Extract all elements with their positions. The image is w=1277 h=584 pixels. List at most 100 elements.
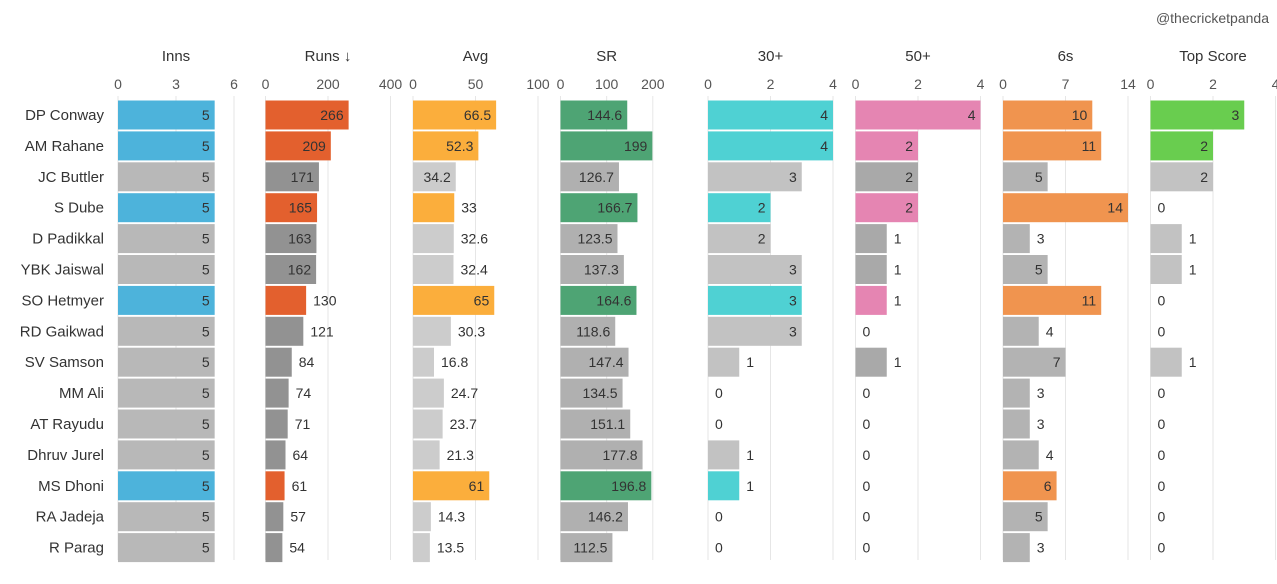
data-label: 0	[715, 416, 723, 432]
bar	[1003, 285, 1102, 315]
player-label: RA Jadeja	[36, 509, 105, 526]
panel-title: Runs ↓	[305, 48, 352, 65]
data-label: 1	[746, 478, 754, 494]
data-label: 121	[310, 323, 334, 339]
data-label: 171	[291, 169, 315, 185]
data-label: 163	[288, 231, 312, 247]
tick-label: 50	[468, 76, 484, 92]
data-label: 4	[968, 107, 976, 123]
bar	[1150, 224, 1182, 254]
player-label: RD Gaikwad	[20, 323, 104, 340]
bar	[1003, 471, 1057, 501]
player-label: DP Conway	[25, 107, 104, 124]
bar	[1003, 162, 1048, 192]
bar	[413, 193, 455, 223]
bar	[265, 316, 304, 346]
data-label: 21.3	[447, 447, 474, 463]
data-label: 32.4	[461, 262, 488, 278]
data-label: 0	[1158, 447, 1166, 463]
player-label: MS Dhoni	[38, 478, 104, 495]
data-label: 0	[1158, 478, 1166, 494]
player-label: Dhruv Jurel	[27, 447, 104, 464]
data-label: 147.4	[588, 354, 623, 370]
data-label: 0	[863, 447, 871, 463]
bar	[708, 285, 802, 315]
bar	[265, 100, 349, 130]
bar	[118, 255, 215, 284]
bar	[413, 162, 456, 192]
tick-label: 2	[914, 76, 922, 92]
data-label: 2	[758, 200, 766, 216]
data-label: 3	[1037, 231, 1045, 247]
panel-title: Inns	[162, 48, 190, 65]
data-label: 1	[894, 231, 902, 247]
data-label: 0	[715, 540, 723, 556]
data-label: 14	[1107, 200, 1123, 216]
bar	[413, 533, 430, 563]
data-label: 5	[202, 509, 210, 525]
data-label: 0	[1158, 323, 1166, 339]
tick-label: 0	[557, 76, 565, 92]
data-label: 13.5	[437, 540, 464, 556]
bar	[118, 131, 215, 161]
tick-label: 14	[1120, 76, 1136, 92]
data-label: 0	[863, 385, 871, 401]
data-label: 5	[202, 540, 210, 556]
data-label: 61	[469, 478, 485, 494]
bar	[413, 316, 451, 346]
data-label: 266	[320, 107, 344, 123]
bar	[708, 193, 771, 223]
bar	[413, 100, 497, 130]
data-label: 0	[863, 323, 871, 339]
bar	[118, 316, 215, 346]
data-label: 2	[905, 169, 913, 185]
bar	[1150, 347, 1182, 377]
data-label: 130	[313, 292, 337, 308]
data-label: 4	[1046, 447, 1054, 463]
bar	[118, 193, 215, 223]
panel-title: 6s	[1058, 48, 1074, 65]
bar	[1003, 100, 1093, 130]
data-label: 23.7	[450, 416, 477, 432]
data-label: 5	[1035, 169, 1043, 185]
bar	[560, 533, 613, 563]
bar	[265, 131, 331, 161]
panel-title: 50+	[905, 48, 931, 65]
data-label: 0	[1158, 200, 1166, 216]
data-label: 5	[202, 478, 210, 494]
tick-label: 200	[316, 76, 340, 92]
bar	[560, 224, 618, 254]
data-label: 137.3	[584, 262, 619, 278]
data-label: 0	[863, 509, 871, 525]
data-label: 5	[202, 447, 210, 463]
data-label: 209	[302, 138, 326, 154]
panel-title: 30+	[758, 48, 784, 65]
data-label: 5	[202, 385, 210, 401]
bar	[560, 285, 637, 315]
bar	[1003, 316, 1039, 346]
tick-label: 200	[641, 76, 665, 92]
credit-handle: @thecricketpanda	[1155, 10, 1269, 26]
bar	[855, 255, 887, 284]
data-label: 74	[296, 385, 312, 401]
data-label: 196.8	[611, 478, 646, 494]
data-label: 144.6	[587, 107, 622, 123]
data-label: 65	[474, 292, 490, 308]
bar	[855, 224, 887, 254]
data-label: 2	[1200, 138, 1208, 154]
data-label: 0	[1158, 540, 1166, 556]
bar	[560, 378, 623, 408]
bar	[265, 285, 307, 315]
bar	[1003, 224, 1030, 254]
data-label: 4	[820, 138, 828, 154]
bar	[413, 347, 434, 377]
player-label: JC Buttler	[38, 169, 104, 186]
tick-label: 100	[595, 76, 619, 92]
bar	[265, 502, 284, 532]
data-label: 0	[1158, 509, 1166, 525]
data-label: 1	[1189, 262, 1197, 278]
player-label: AT Rayudu	[30, 416, 104, 433]
data-label: 0	[715, 509, 723, 525]
player-label: R Parag	[49, 540, 104, 557]
bar	[118, 471, 215, 501]
